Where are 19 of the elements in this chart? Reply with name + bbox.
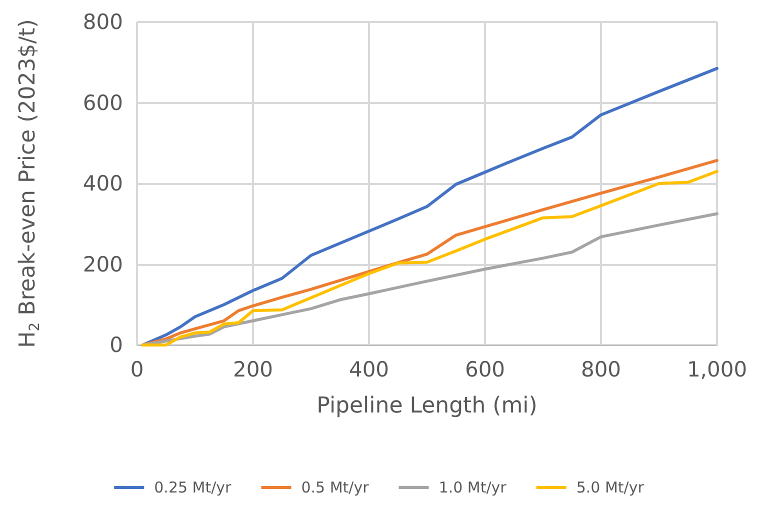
y-axis-title: H2 Break-even Price (2023$/t) [16,19,43,348]
y-tick-label: 600 [82,90,123,115]
x-tick-label: 200 [232,358,274,382]
legend-label: 5.0 Mt/yr [576,478,645,496]
y-tick-label: 400 [82,172,123,196]
legend-label: 1.0 Mt/yr [438,478,508,496]
legend-label: 0.25 Mt/yr [154,478,232,496]
x-tick-label: 400 [348,358,390,382]
legend-label: 0.5 Mt/yr [301,478,370,496]
x-tick-label: 0 [130,358,144,382]
line-series [141,212,718,346]
x-axis-title: Pipeline Length (mi) [316,394,538,418]
x-tick-label: 800 [580,358,622,382]
y-tick-label: 200 [82,252,123,276]
x-tick-label: 600 [464,358,506,382]
line-series [141,66,718,346]
y-tick-label: 800 [82,10,123,34]
x-tick-label: 1,000 [686,358,748,382]
y-tick-label: 0 [110,333,123,357]
